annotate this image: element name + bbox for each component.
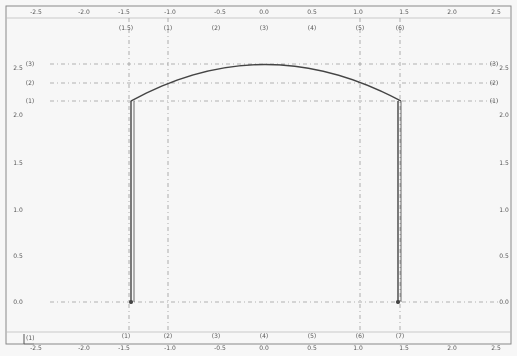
left-gridline-marker: (3) [26,61,35,68]
top-ruler-label: 2.5 [491,9,501,16]
bottom-ruler-label: -1.0 [164,345,176,352]
right-ruler-label: 1.5 [499,160,509,167]
origin-marker-label: (1) [26,335,35,342]
bottom-gridline-marker: (7) [396,333,405,340]
right-ruler-label: 2.5 [499,65,509,72]
top-ruler-label: -1.0 [164,9,176,16]
top-ruler-labels: -2.5 -2.0 -1.5 -1.0 -0.5 0.0 0.5 1.0 1.5 2.0 2.5 [30,9,501,16]
drawing-frame [5,5,512,345]
right-ruler-label: 0.5 [499,253,509,260]
top-ruler-label: -2.5 [30,9,42,16]
top-gridline-marker: (1) [164,25,173,32]
right-ruler-label: 1.0 [499,207,509,214]
arch-roof [130,63,402,102]
vertical-gridlines [128,18,401,332]
right-ruler-label: 0.0 [499,299,509,306]
bottom-ruler-label: 1.5 [399,345,409,352]
left-ruler-label: 0.0 [13,299,23,306]
bottom-ruler-label: 2.0 [447,345,457,352]
top-gridline-markers: (1.5) (1) (2) (3) (4) (5) (6) [119,25,404,32]
bottom-ruler-label: -2.0 [78,345,90,352]
origin-axis-icon: (1) [23,334,35,345]
horizontal-gridlines [50,63,500,303]
bottom-gridline-marker: (2) [164,333,173,340]
top-gridline-marker: (2) [212,25,221,32]
top-ruler-label: 2.0 [447,9,457,16]
left-gridline-marker: (2) [26,80,35,87]
top-ruler-label: -1.5 [118,9,130,16]
top-gridline-marker: (6) [396,25,405,32]
left-ruler-labels: 2.5 2.0 1.5 1.0 0.5 0.0 [13,65,23,306]
left-ruler-label: 2.0 [13,112,23,119]
bottom-gridline-marker: (6) [356,333,365,340]
top-ruler-label: 0.0 [259,9,269,16]
left-ruler-label: 2.5 [13,65,23,72]
bottom-ruler-label: 0.0 [259,345,269,352]
bottom-ruler-label: 1.0 [353,345,363,352]
top-ruler-label: -0.5 [214,9,226,16]
bottom-ruler-label: 2.5 [491,345,501,352]
top-ruler-label: 0.5 [307,9,317,16]
bottom-gridline-marker: (4) [260,333,269,340]
left-ruler-label: 1.0 [13,207,23,214]
structure-frame[interactable] [130,63,402,303]
left-gridline-marker: (1) [26,98,35,105]
bottom-gridline-marker: (3) [212,333,221,340]
bottom-gridline-marker: (1) [122,333,131,340]
top-gridline-marker: (1.5) [119,25,133,32]
bottom-ruler-labels: -2.5 -2.0 -1.5 -1.0 -0.5 0.0 0.5 1.0 1.5 2.0 2.5 [30,345,501,352]
right-gridline-marker: (3) [490,61,499,68]
left-support-node[interactable] [129,300,133,304]
right-ruler-label: 2.0 [499,112,509,119]
bottom-gridline-marker: (5) [308,333,317,340]
bottom-ruler-label: -2.5 [30,345,42,352]
side-gridline-markers: (3) (2) (1) (3) (2) (1) [26,61,499,105]
bottom-gridline-markers: (1) (2) (3) (4) (5) (6) (7) [122,333,405,340]
right-gridline-marker: (1) [490,98,499,105]
top-ruler-label: 1.0 [353,9,363,16]
top-ruler-label: -2.0 [78,9,90,16]
top-gridline-marker: (5) [356,25,365,32]
right-ruler-labels: 2.5 2.0 1.5 1.0 0.5 0.0 [499,65,509,306]
top-gridline-marker: (3) [260,25,269,32]
bottom-ruler-label: 0.5 [307,345,317,352]
top-gridline-marker: (4) [308,25,317,32]
right-gridline-marker: (2) [490,80,499,87]
right-support-node[interactable] [396,300,400,304]
top-ruler-label: 1.5 [399,9,409,16]
bottom-ruler-label: -1.5 [118,345,130,352]
left-ruler-label: 0.5 [13,253,23,260]
left-ruler-label: 1.5 [13,160,23,167]
bottom-ruler-label: -0.5 [214,345,226,352]
